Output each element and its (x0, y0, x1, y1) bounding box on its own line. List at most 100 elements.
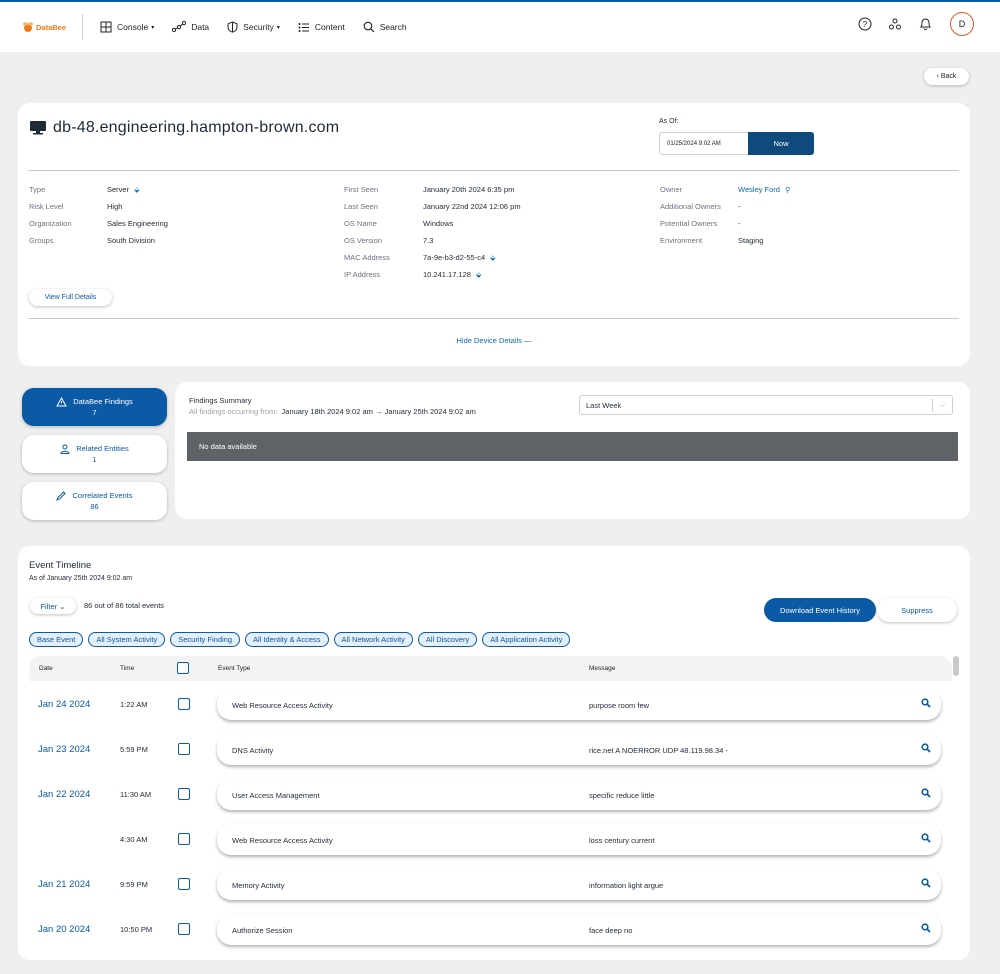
hide-device-details-toggle[interactable]: Hide Device Details — (456, 336, 532, 345)
download-event-history-button[interactable]: Download Event History (764, 598, 876, 622)
detail-label: IP Address (344, 270, 381, 279)
event-type: Web Resource Access Activity (232, 701, 333, 710)
time-range-select[interactable]: Last Week ⌵ (579, 395, 953, 415)
row-checkbox[interactable] (178, 698, 190, 710)
row-checkbox[interactable] (178, 743, 190, 755)
chip-application-activity[interactable]: All Application Activity (482, 632, 571, 647)
suppress-button[interactable]: Suppress (877, 598, 957, 622)
event-pill[interactable]: Memory Activity information light argue (217, 869, 941, 900)
search-icon[interactable] (921, 833, 931, 843)
svg-text:?: ? (863, 20, 868, 29)
correlated-count: 86 (90, 502, 99, 511)
row-checkbox[interactable] (178, 923, 190, 935)
search-icon[interactable] (921, 923, 931, 933)
event-pill[interactable]: Web Resource Access Activity purpose roo… (217, 689, 941, 720)
as-of-date-input[interactable]: 01/25/2024 9:02 AM (659, 132, 749, 155)
select-all-checkbox[interactable] (177, 662, 189, 674)
detail-label: Environment (660, 236, 703, 245)
nav-data[interactable]: Data (172, 21, 209, 33)
layers-icon[interactable]: ⬙ (134, 186, 140, 194)
column-message[interactable]: Message (589, 665, 616, 672)
monitor-icon (30, 121, 46, 135)
event-pill[interactable]: User Access Management specific reduce l… (217, 779, 941, 810)
row-checkbox[interactable] (178, 788, 190, 800)
event-date[interactable]: Jan 24 2024 (38, 699, 91, 710)
event-pill[interactable]: Web Resource Access Activity loss centur… (217, 824, 941, 855)
event-pill[interactable]: DNS Activity rice.net A NOERROR UDP 48.1… (217, 734, 941, 765)
list-icon (298, 22, 309, 32)
correlated-label: Correlated Events (72, 491, 133, 500)
correlated-events-button[interactable]: Correlated Events 86 (22, 482, 167, 520)
event-pill[interactable]: Authorize Session face deep no (217, 914, 941, 945)
related-label-row: Related Entities (60, 443, 129, 454)
column-event-type[interactable]: Event Type (218, 665, 251, 672)
table-row: Jan 23 2024 5:59 PM DNS Activity rice.ne… (18, 731, 958, 776)
nav-security[interactable]: Security ▾ (227, 21, 280, 33)
bell-icon[interactable] (916, 15, 934, 33)
chip-identity-access[interactable]: All Identity & Access (245, 632, 329, 647)
column-time[interactable]: Time (120, 665, 135, 672)
integrations-icon[interactable] (886, 15, 904, 33)
detail-label: First Seen (344, 185, 379, 194)
detail-label: Groups (29, 236, 54, 245)
device-attributes-col1: Type Server ⬙ Risk Level High Organization S… (29, 181, 168, 249)
chip-security-finding[interactable]: Security Finding (170, 632, 240, 647)
environment-value: Staging (738, 236, 764, 245)
time-range-value: Last Week (586, 400, 622, 410)
search-icon[interactable] (921, 878, 931, 888)
row-checkbox[interactable] (178, 878, 190, 890)
column-date[interactable]: Date (39, 665, 53, 672)
nav-search[interactable]: Search (363, 21, 407, 33)
table-row: 4:30 AM Web Resource Access Activity los… (18, 821, 958, 866)
databee-findings-button[interactable]: DataBee Findings 7 (22, 388, 167, 426)
table-scrollbar[interactable] (953, 656, 959, 676)
user-icon (60, 444, 70, 454)
row-checkbox[interactable] (178, 833, 190, 845)
view-full-details-button[interactable]: View Full Details (29, 289, 112, 306)
databee-logo[interactable]: DataBee (22, 21, 80, 33)
back-button[interactable]: ‹ Back (924, 68, 969, 85)
event-date[interactable]: Jan 22 2024 (38, 789, 91, 800)
findings-range: January 18th 2024 9:02 am → January 25th… (281, 407, 476, 416)
event-type: Web Resource Access Activity (232, 836, 333, 845)
event-date[interactable]: Jan 20 2024 (38, 924, 91, 935)
nav-security-label: Security (243, 22, 274, 32)
detail-row-os-version: OS Version 7.3 (344, 232, 521, 249)
nav-console-label: Console (117, 22, 149, 32)
event-time: 9:59 PM (120, 880, 148, 889)
table-row: Jan 21 2024 9:59 PM Memory Activity info… (18, 866, 958, 911)
chip-discovery[interactable]: All Discovery (417, 632, 478, 647)
chip-base-event[interactable]: Base Event (29, 632, 84, 647)
timeline-as-of: As of January 25th 2024 9:02 am (29, 575, 133, 582)
ip-address-value: 10.241.17.128 (423, 270, 471, 279)
events-table-header: Date Time Event Type Message (29, 656, 952, 681)
owner-link[interactable]: Wesley Ford ⚲ (738, 185, 790, 194)
search-icon[interactable] (921, 743, 931, 753)
detail-label: OS Version (344, 236, 382, 245)
user-avatar[interactable]: D (950, 12, 974, 36)
event-date[interactable]: Jan 21 2024 (38, 879, 91, 890)
nav-console[interactable]: Console ▾ (100, 21, 154, 33)
related-entities-button[interactable]: Related Entities 1 (22, 435, 167, 473)
filter-button[interactable]: Filter ⌄ (30, 598, 76, 614)
search-icon[interactable] (921, 698, 931, 708)
chip-network-activity[interactable]: All Network Activity (333, 632, 413, 647)
shield-icon (227, 21, 238, 33)
detail-label: OS Name (344, 219, 377, 228)
layers-icon[interactable]: ⬙ (490, 254, 496, 262)
detail-row-owner: Owner Wesley Ford ⚲ (660, 181, 790, 198)
related-count: 1 (92, 455, 97, 464)
help-icon[interactable]: ? (856, 15, 874, 33)
now-button[interactable]: Now (748, 132, 814, 155)
layers-icon[interactable]: ⬙ (475, 271, 482, 279)
detail-row-additional-owners: Additional Owners - (660, 198, 790, 215)
nav-data-label: Data (191, 22, 210, 32)
nav-content[interactable]: Content (298, 22, 345, 33)
event-time: 4:30 AM (120, 835, 148, 844)
event-timeline-card: Event Timeline As of January 25th 2024 9… (18, 546, 970, 960)
detail-value: Server ⬙ (107, 185, 139, 194)
search-icon[interactable] (921, 788, 931, 798)
detail-row-organization: Organization Sales Engineering (29, 215, 168, 232)
chip-system-activity[interactable]: All System Activity (88, 632, 166, 647)
event-date[interactable]: Jan 23 2024 (38, 744, 91, 755)
